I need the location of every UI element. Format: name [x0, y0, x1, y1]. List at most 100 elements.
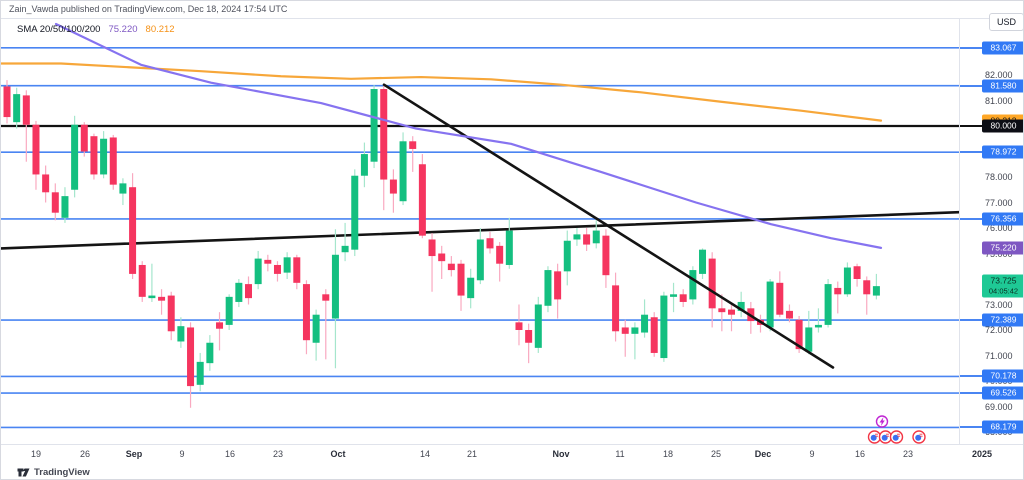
candle — [264, 254, 272, 272]
brand-text[interactable]: TradingView — [34, 466, 90, 478]
chart-pane[interactable] — [1, 19, 959, 444]
candle-body-down — [718, 308, 726, 313]
candle — [814, 308, 822, 333]
price-level-label[interactable]: 78.972 — [982, 145, 1023, 159]
economic-event-stripes — [885, 433, 890, 437]
candle-body-up — [283, 257, 291, 273]
candle-body-down — [264, 259, 272, 264]
candle — [71, 115, 79, 198]
candle-body-up — [370, 89, 378, 162]
candle-body-down — [380, 89, 388, 180]
candle — [216, 312, 224, 351]
candle — [196, 352, 204, 392]
price-level-label[interactable]: 76.356 — [982, 212, 1023, 226]
price-level-label[interactable]: 83.067 — [982, 41, 1023, 55]
candle — [61, 187, 69, 223]
candle-body-up — [660, 295, 668, 359]
candle — [766, 279, 774, 332]
price-tick: 72.000 — [985, 325, 1013, 335]
time-tick: 25 — [710, 449, 722, 459]
time-tick: 16 — [854, 449, 866, 459]
price-label-connector — [960, 125, 983, 127]
flash-bolt-glyph — [879, 417, 885, 426]
price-level-label[interactable]: 68.179 — [982, 420, 1023, 434]
candle — [283, 252, 291, 279]
candle-body-up — [534, 304, 542, 348]
tradingview-logo-icon[interactable] — [17, 466, 30, 479]
time-tick: 26 — [79, 449, 91, 459]
candle-body-down — [167, 295, 175, 332]
candle — [641, 299, 649, 338]
candle-body-up — [766, 281, 774, 328]
time-tick: 19 — [30, 449, 42, 459]
candle-body-up — [689, 270, 697, 300]
candle-body-down — [273, 264, 281, 274]
candle — [245, 276, 252, 305]
candle — [805, 310, 813, 355]
footer: TradingView — [17, 465, 90, 479]
candle — [525, 323, 533, 364]
time-tick: 16 — [224, 449, 236, 459]
time-tick: 21 — [466, 449, 478, 459]
candle — [389, 169, 397, 213]
descending-trendline[interactable] — [382, 83, 835, 369]
candle-body-up — [670, 294, 678, 297]
candle-body-up — [61, 196, 69, 218]
candle-body-up — [467, 277, 475, 299]
price-label-connector — [960, 392, 983, 395]
sma-fast-purple[interactable] — [54, 22, 883, 249]
candle — [167, 291, 175, 341]
candle-body-up — [254, 258, 262, 285]
candle — [418, 154, 426, 239]
candle-body-up — [196, 361, 204, 385]
time-axis[interactable]: 19 26 Sep 9 16 23 Oct 14 21 Nov 11 18 25 Dec 9 16 23 2025 — [1, 444, 1023, 463]
time-tick: 9 — [179, 449, 185, 459]
candle — [360, 142, 368, 188]
price-level-label[interactable]: 81.580 — [982, 79, 1023, 93]
candle — [728, 304, 735, 332]
price-label-connector — [960, 217, 983, 220]
currency-button[interactable]: USD — [989, 13, 1023, 31]
time-tick: 9 — [809, 449, 815, 459]
candle — [476, 228, 484, 285]
indicator-legend-label[interactable]: SMA 20/50/100/200 — [17, 24, 101, 35]
indicator-legend[interactable]: SMA 20/50/100/200 75.220 80.212 — [17, 24, 175, 35]
time-tick: Sep — [125, 449, 143, 459]
candle — [534, 296, 542, 353]
time-tick: 2025 — [971, 449, 993, 459]
candle-body-up — [544, 270, 552, 306]
current-price-label[interactable]: 73.725 04:05:42 — [982, 274, 1023, 298]
candle-body-down — [795, 319, 803, 350]
candle — [496, 242, 504, 282]
candle — [834, 281, 842, 314]
candle — [699, 248, 707, 279]
price-tick: 78.000 — [985, 172, 1013, 182]
economic-event-glyph — [881, 434, 888, 441]
price-axis[interactable]: 82.00081.00078.00077.00076.00075.00074.0… — [959, 19, 1023, 444]
price-tick: 82.000 — [985, 70, 1013, 80]
candle-body-down — [3, 86, 11, 118]
price-level-label[interactable]: 69.526 — [982, 386, 1023, 400]
candle-body-down — [708, 258, 716, 309]
price-level-label[interactable]: 80.000 — [982, 119, 1023, 133]
candle — [689, 266, 697, 305]
price-level-label[interactable]: 70.178 — [982, 369, 1023, 383]
candle-body-down — [486, 238, 494, 249]
candle — [486, 231, 494, 254]
attribution-text: Zain_Vawda published on TradingView.com,… — [9, 4, 288, 14]
candle — [331, 229, 339, 369]
price-level-label[interactable]: 72.389 — [982, 313, 1023, 327]
price-label-connector — [960, 375, 983, 378]
candle-body-up — [331, 254, 339, 319]
candle — [660, 291, 668, 362]
candle — [177, 317, 185, 348]
candle-body-down — [158, 296, 166, 301]
sma-slow-orange[interactable] — [1, 62, 883, 122]
candle-body-down — [80, 124, 88, 152]
price-tick: 77.000 — [985, 197, 1013, 208]
candle — [158, 289, 166, 315]
price-level-label[interactable]: 75.220 — [982, 241, 1023, 255]
price-tick: 73.000 — [985, 299, 1013, 310]
candle — [302, 280, 310, 355]
price-tick: 71.000 — [985, 350, 1013, 361]
